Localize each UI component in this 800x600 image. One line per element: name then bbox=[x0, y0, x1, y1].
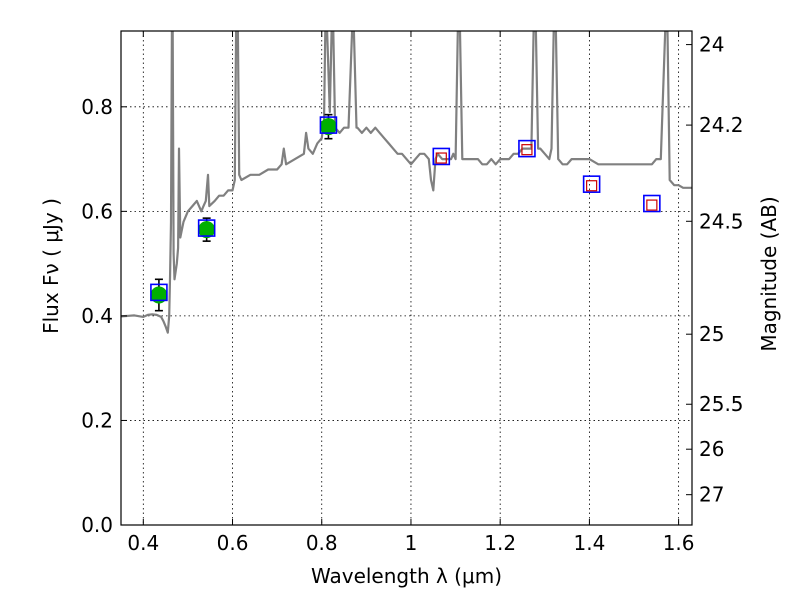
x-tick-label: 1.4 bbox=[573, 531, 605, 555]
x-tick-label: 0.6 bbox=[217, 531, 249, 555]
right-tick-label: 24.5 bbox=[699, 209, 744, 233]
photometry-point bbox=[198, 221, 216, 239]
right-tick-label: 26 bbox=[699, 437, 724, 461]
model-box-point bbox=[432, 147, 451, 166]
template-spectrum-line bbox=[121, 31, 692, 334]
model-box-point bbox=[518, 139, 536, 158]
model-box-point bbox=[319, 116, 338, 134]
y-tick-label: 0.4 bbox=[81, 304, 113, 328]
model-box-point bbox=[582, 175, 601, 193]
x-axis-label: Wavelength λ (μm) bbox=[311, 564, 502, 588]
right-tick-label: 27 bbox=[699, 483, 724, 507]
small-box-point bbox=[521, 144, 533, 156]
model-box-point bbox=[643, 194, 661, 213]
y-tick-label: 0.8 bbox=[81, 95, 113, 119]
right-tick-label: 25.5 bbox=[699, 392, 744, 416]
template-spectrum bbox=[121, 31, 692, 334]
y-tick-label: 0.0 bbox=[81, 513, 113, 537]
data-points bbox=[150, 113, 661, 312]
y-tick-label: 0.2 bbox=[81, 408, 113, 432]
x-tick-label: 1 bbox=[405, 531, 418, 555]
photometry-point bbox=[319, 118, 337, 136]
model-box-point bbox=[197, 219, 216, 237]
x-tick-label: 1.6 bbox=[663, 531, 695, 555]
plot-frame bbox=[120, 30, 693, 526]
x-tick-label: 0.8 bbox=[306, 531, 338, 555]
grid bbox=[121, 31, 692, 526]
x-tick-label: 1.2 bbox=[484, 531, 516, 555]
right-tick-label: 25 bbox=[699, 322, 724, 346]
right-axis-label: Magnitude (AB) bbox=[757, 196, 781, 351]
small-box-point bbox=[586, 180, 598, 192]
right-tick-label: 24.2 bbox=[699, 113, 744, 137]
small-box-point bbox=[646, 199, 658, 211]
axis-ticks: 0.4 0.6 0.8 1 1.2 1.4 1.6 0.0 0.2 0.4 0.6 0.8 24 24.2… bbox=[81, 31, 744, 555]
small-box-point bbox=[435, 152, 447, 164]
y-axis-label: Flux Fν ( μJy ) bbox=[39, 198, 63, 334]
right-tick-label: 24 bbox=[699, 33, 724, 57]
y-tick-label: 0.6 bbox=[81, 199, 113, 223]
model-box-point bbox=[150, 283, 168, 302]
x-tick-label: 0.4 bbox=[127, 531, 159, 555]
